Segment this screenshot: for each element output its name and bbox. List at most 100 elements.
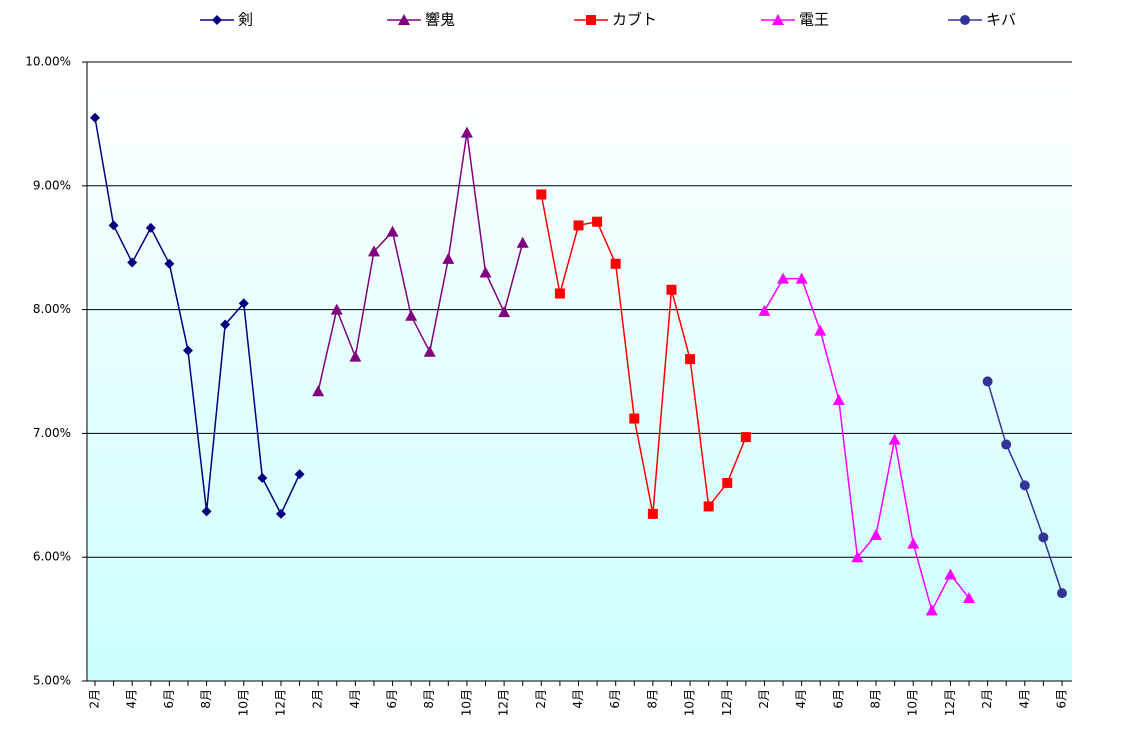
data-point (238, 298, 249, 309)
data-point (257, 472, 268, 483)
data-point (220, 319, 231, 330)
x-tick-label: 2月 (980, 689, 994, 709)
legend-label: カブト (612, 11, 657, 29)
data-point (888, 433, 901, 445)
data-point (145, 222, 156, 233)
data-point (722, 477, 733, 488)
data-point (554, 288, 565, 299)
x-tick-label: 8月 (645, 689, 659, 709)
data-point (925, 604, 938, 616)
legend-marker (398, 14, 410, 25)
data-point (516, 236, 529, 248)
x-tick-label: 10月 (683, 689, 697, 716)
x-tick-label: 4月 (125, 689, 139, 709)
data-point (666, 284, 677, 295)
data-point (777, 272, 790, 284)
data-point (1001, 439, 1012, 450)
data-point (460, 126, 473, 138)
x-tick-label: 4月 (348, 689, 362, 709)
data-point (982, 376, 993, 387)
data-point (423, 345, 436, 357)
data-point (127, 257, 138, 268)
data-point (870, 528, 883, 540)
legend-marker (586, 15, 596, 25)
x-tick-label: 10月 (236, 689, 250, 716)
legend-marker (212, 15, 222, 25)
legend-label: キバ (986, 11, 1016, 29)
data-point (312, 385, 325, 397)
x-tick-label: 6月 (385, 689, 399, 709)
data-point (573, 220, 584, 231)
plot-area (87, 62, 1072, 681)
legend-label: 電王 (799, 11, 829, 29)
x-tick-label: 6月 (831, 689, 845, 709)
data-point (386, 225, 399, 237)
legend-label: 剣 (238, 11, 253, 29)
y-tick-label: 7.00% (33, 426, 71, 440)
x-tick-label: 2月 (757, 689, 771, 709)
data-point (164, 258, 175, 269)
x-tick-label: 12月 (720, 689, 734, 716)
data-point (851, 551, 864, 563)
data-point (629, 413, 640, 424)
data-point (182, 345, 193, 356)
data-point (479, 266, 492, 278)
x-tick-label: 2月 (311, 689, 325, 709)
series-line (94, 117, 301, 516)
data-point (740, 432, 751, 443)
data-point (647, 508, 658, 519)
data-point (944, 568, 957, 580)
x-tick-label: 8月 (869, 689, 883, 709)
legend-marker (960, 15, 970, 25)
data-point (330, 303, 343, 315)
data-point (1019, 480, 1030, 491)
y-tick-label: 9.00% (33, 178, 71, 192)
x-tick-label: 2月 (534, 689, 548, 709)
y-tick-label: 5.00% (33, 674, 71, 688)
data-point (963, 592, 976, 604)
x-tick-label: 6月 (162, 689, 176, 709)
data-point (349, 350, 362, 362)
data-point (814, 324, 827, 336)
x-tick-label: 12月 (943, 689, 957, 716)
y-tick-label: 8.00% (33, 302, 71, 316)
x-tick-label: 8月 (199, 689, 213, 709)
x-tick-label: 12月 (273, 689, 287, 716)
data-point (275, 508, 286, 519)
x-tick-label: 4月 (1017, 689, 1031, 709)
data-point (201, 506, 212, 517)
data-point (832, 393, 845, 405)
data-point (592, 216, 603, 227)
data-point (703, 501, 714, 512)
data-point (685, 354, 696, 365)
x-tick-label: 10月 (459, 689, 473, 716)
y-tick-label: 6.00% (33, 550, 71, 564)
data-point (1038, 532, 1049, 543)
data-point (498, 306, 511, 318)
legend-marker (772, 14, 784, 25)
x-tick-label: 4月 (794, 689, 808, 709)
data-point (90, 112, 100, 123)
data-point (294, 469, 305, 480)
x-tick-label: 12月 (497, 689, 511, 716)
data-point (610, 258, 621, 269)
data-point (1057, 588, 1067, 599)
data-point (405, 309, 418, 321)
data-point (536, 189, 547, 200)
legend-label: 響鬼 (425, 11, 455, 29)
x-tick-label: 6月 (1055, 689, 1069, 709)
y-tick-label: 10.00% (25, 55, 71, 69)
x-tick-label: 10月 (906, 689, 920, 716)
data-point (108, 220, 119, 231)
data-point (907, 537, 920, 549)
x-tick-label: 8月 (422, 689, 436, 709)
data-point (758, 304, 771, 316)
x-tick-label: 4月 (571, 689, 585, 709)
data-point (795, 272, 808, 284)
data-point (442, 252, 455, 264)
data-point (367, 245, 380, 257)
series-line (317, 132, 524, 392)
x-tick-label: 2月 (88, 689, 102, 709)
